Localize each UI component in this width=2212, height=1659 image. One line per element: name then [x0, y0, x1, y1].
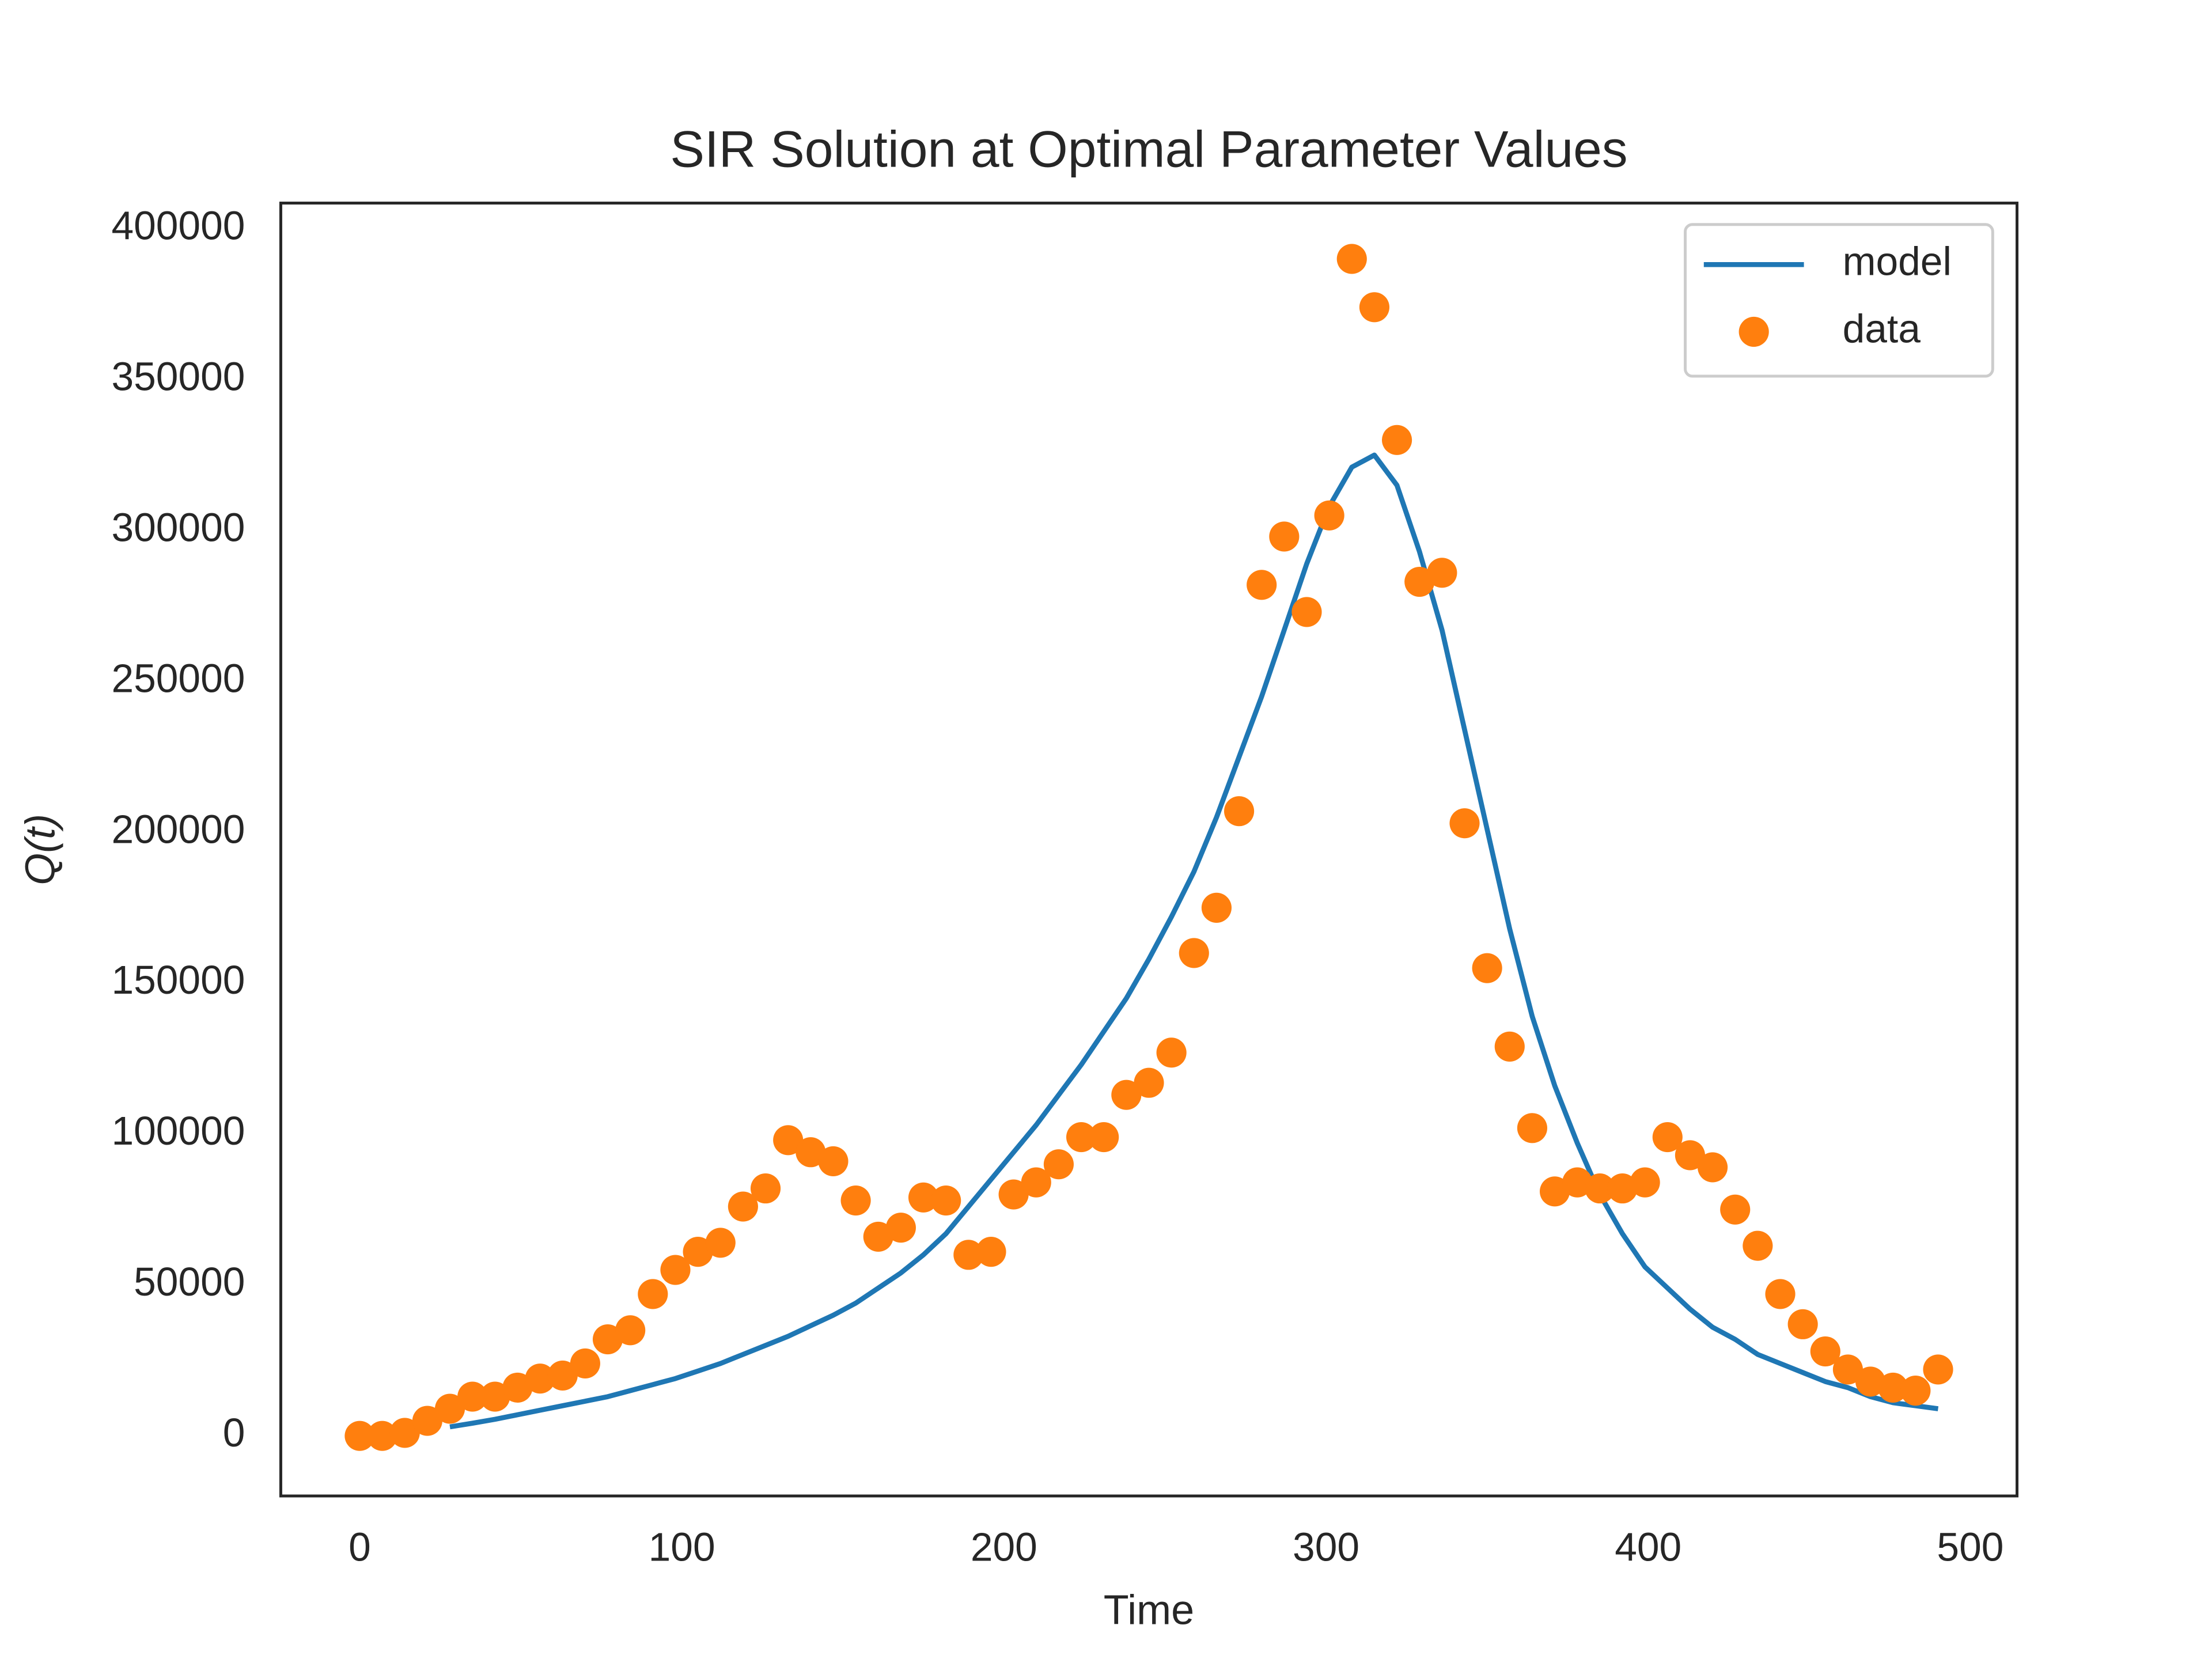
- data-point: [1923, 1354, 1953, 1385]
- x-tick-label: 0: [349, 1525, 371, 1570]
- y-tick-label: 250000: [111, 656, 245, 700]
- data-point: [1224, 796, 1255, 827]
- chart-title: SIR Solution at Optimal Parameter Values: [670, 120, 1627, 177]
- data-point: [1562, 1167, 1593, 1198]
- data-point: [1404, 566, 1435, 597]
- data-point: [502, 1372, 533, 1403]
- data-point: [953, 1240, 984, 1270]
- data-point: [1743, 1230, 1773, 1261]
- data-point: [1517, 1113, 1547, 1143]
- data-point: [525, 1363, 555, 1394]
- data-point: [1066, 1122, 1097, 1153]
- data-point: [1494, 1031, 1525, 1062]
- data-point: [1675, 1140, 1706, 1171]
- data-point: [1720, 1194, 1751, 1225]
- y-tick-label: 100000: [111, 1108, 245, 1153]
- plot-frame: [279, 202, 2019, 1498]
- data-point: [1630, 1167, 1660, 1198]
- data-point: [1201, 892, 1232, 923]
- y-axis-label: Q(t): [17, 814, 63, 885]
- data-point: [1878, 1372, 1908, 1403]
- data-point: [1381, 425, 1412, 455]
- data-point: [1765, 1279, 1796, 1309]
- data-point: [1043, 1149, 1074, 1180]
- data-point: [976, 1237, 1006, 1267]
- data-point: [885, 1213, 916, 1243]
- data-point: [1111, 1080, 1142, 1110]
- y-tick-label: 300000: [111, 505, 245, 550]
- data-point: [344, 1421, 375, 1451]
- data-point: [1336, 244, 1367, 274]
- data-point: [1787, 1309, 1818, 1339]
- x-axis-label: Time: [1104, 1588, 1194, 1634]
- data-point: [998, 1179, 1029, 1210]
- data-point: [367, 1421, 397, 1451]
- data-point: [1134, 1067, 1164, 1098]
- data-point: [592, 1324, 623, 1355]
- data-point: [570, 1348, 600, 1379]
- data-point: [1585, 1173, 1615, 1204]
- y-tick-label: 200000: [111, 806, 245, 851]
- model-line: [449, 452, 1939, 1430]
- x-tick-label: 300: [1293, 1525, 1359, 1570]
- data-point: [1472, 953, 1502, 983]
- data-point: [1540, 1176, 1570, 1207]
- data-point: [480, 1381, 510, 1412]
- data-point: [1089, 1122, 1119, 1153]
- x-tick-label: 500: [1937, 1525, 2003, 1570]
- data-point: [1652, 1122, 1683, 1153]
- data-point: [1900, 1376, 1931, 1406]
- data-point: [389, 1418, 420, 1448]
- x-tick-label: 400: [1615, 1525, 1681, 1570]
- x-tick-label: 200: [971, 1525, 1037, 1570]
- y-tick-label: 400000: [111, 203, 245, 248]
- data-point: [1359, 292, 1389, 323]
- data-point: [1607, 1173, 1638, 1204]
- data-point: [1810, 1336, 1840, 1367]
- data-point: [1247, 570, 1277, 600]
- y-tick-label: 50000: [134, 1259, 245, 1304]
- data-point: [773, 1125, 804, 1156]
- data-point: [863, 1221, 893, 1252]
- data-point: [1698, 1152, 1728, 1183]
- data-point: [1269, 521, 1300, 552]
- y-tick-label: 150000: [111, 957, 245, 1002]
- data-point: [615, 1315, 646, 1346]
- data-point: [457, 1381, 488, 1412]
- y-tick-label: 0: [223, 1410, 245, 1455]
- data-point: [931, 1185, 961, 1216]
- data-point: [796, 1137, 826, 1168]
- data-point: [683, 1237, 713, 1267]
- data-point: [705, 1228, 736, 1258]
- data-point: [818, 1146, 849, 1177]
- legend-label: data: [1843, 306, 1921, 351]
- data-point: [1314, 500, 1344, 531]
- data-point: [1427, 558, 1457, 588]
- data-point: [638, 1279, 668, 1309]
- data-point: [1021, 1167, 1051, 1198]
- data-point: [1291, 597, 1322, 627]
- data-point: [1855, 1366, 1886, 1397]
- x-tick-label: 100: [649, 1525, 715, 1570]
- data-point: [750, 1173, 781, 1204]
- data-point: [1179, 938, 1209, 968]
- legend-label: model: [1843, 239, 1952, 284]
- legend-marker: [1738, 316, 1769, 347]
- data-point: [728, 1191, 758, 1222]
- data-point: [1449, 808, 1480, 839]
- data-point: [412, 1406, 442, 1436]
- data-point: [840, 1185, 871, 1216]
- data-point: [1156, 1037, 1187, 1068]
- data-point: [908, 1182, 939, 1213]
- data-point: [434, 1393, 465, 1424]
- data-point: [1832, 1354, 1863, 1385]
- data-point: [660, 1255, 691, 1285]
- y-tick-label: 350000: [111, 354, 245, 399]
- data-point: [547, 1360, 578, 1391]
